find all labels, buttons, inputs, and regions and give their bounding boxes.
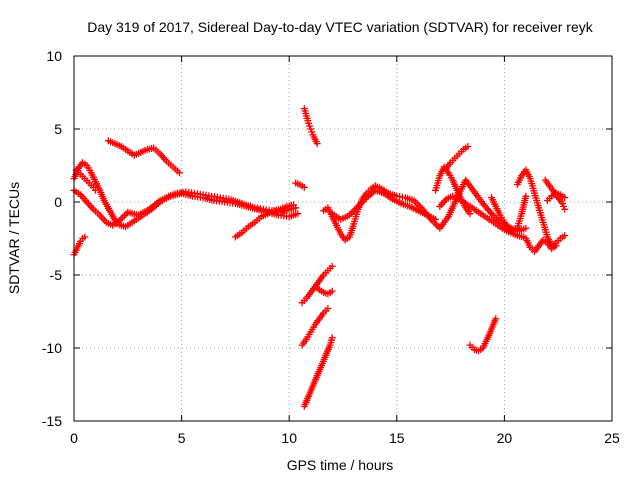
data-point (328, 287, 336, 295)
data-point (81, 233, 89, 241)
data-series (442, 143, 472, 172)
y-tick-label: -5 (50, 267, 63, 283)
data-series (328, 186, 439, 223)
data-point (328, 262, 336, 270)
data-point (466, 210, 474, 218)
data-points (70, 105, 569, 410)
x-tick-label: 10 (281, 430, 297, 446)
data-point (522, 224, 530, 232)
data-series (436, 192, 528, 241)
data-point (324, 305, 332, 313)
data-point (92, 186, 99, 194)
data-point (552, 242, 560, 250)
data-point (561, 194, 569, 202)
data-point (561, 205, 569, 213)
data-series (72, 166, 99, 194)
data-series (488, 192, 530, 235)
data-series (298, 305, 332, 349)
y-tick-label: -15 (42, 413, 62, 429)
data-point (313, 140, 321, 148)
y-axis-label: SDTVAR / TECUs (6, 182, 22, 294)
data-point (294, 210, 302, 218)
data-point (300, 183, 308, 191)
data-series (466, 315, 500, 355)
y-tick-label: 5 (54, 121, 62, 137)
x-tick-label: 25 (604, 430, 620, 446)
x-tick-label: 5 (178, 430, 186, 446)
data-series (292, 179, 308, 191)
data-point (290, 201, 297, 209)
data-series (70, 233, 89, 259)
data-series (300, 105, 321, 148)
y-tick-label: -10 (42, 340, 62, 356)
data-series (104, 137, 183, 177)
data-point (522, 192, 530, 200)
data-point (492, 315, 500, 323)
data-point (175, 169, 183, 177)
data-series (298, 262, 336, 307)
data-series (311, 283, 336, 298)
axis-ticks: 0 5 10 15 20 25 -15 -10 -5 0 5 10 (42, 48, 620, 446)
x-axis-label: GPS time / hours (287, 457, 394, 473)
data-point (561, 232, 569, 240)
y-tick-label: 10 (46, 48, 62, 64)
chart-title: Day 319 of 2017, Sidereal Day-to-day VTE… (87, 19, 593, 35)
grid-lines (74, 56, 612, 421)
data-point (432, 216, 439, 223)
data-series (522, 235, 560, 256)
x-tick-label: 15 (389, 430, 405, 446)
data-series (300, 334, 336, 410)
data-series (231, 201, 297, 241)
data-point (464, 143, 472, 150)
y-tick-label: 0 (54, 194, 62, 210)
x-tick-label: 0 (70, 430, 78, 446)
data-series (543, 189, 569, 204)
data-point (328, 334, 336, 342)
x-tick-label: 20 (497, 430, 513, 446)
plot-frame (73, 55, 613, 422)
data-point (436, 202, 444, 210)
